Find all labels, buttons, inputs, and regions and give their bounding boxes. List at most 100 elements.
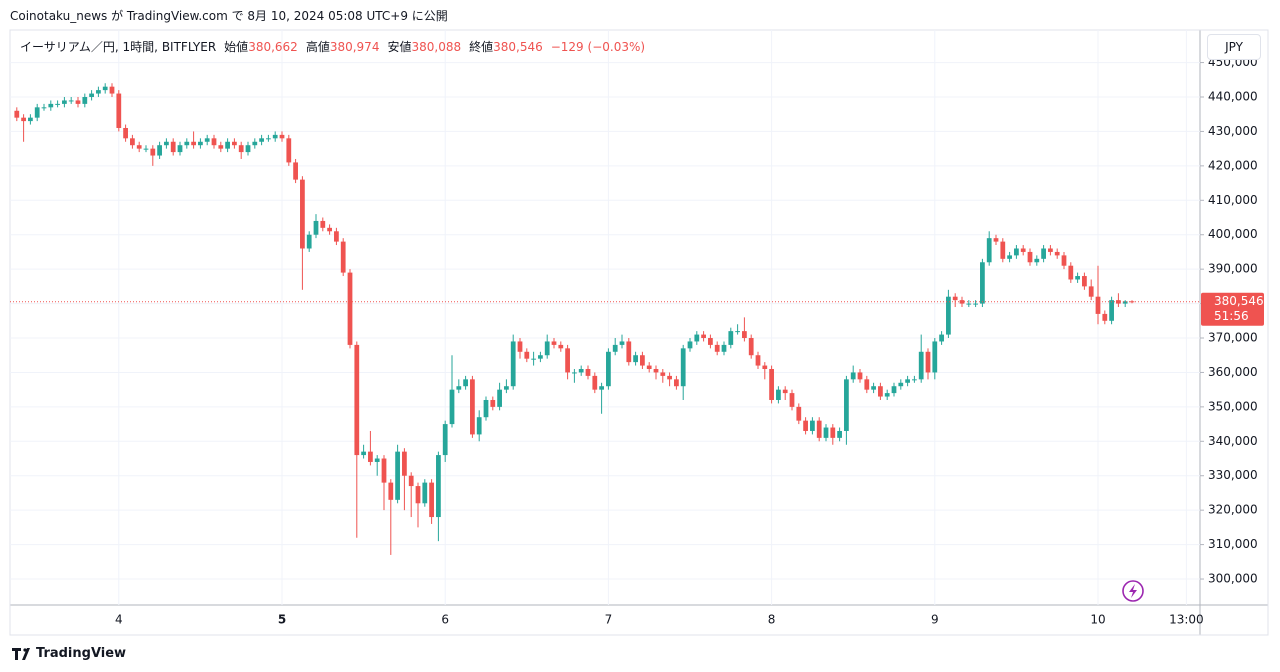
candle-body <box>402 451 407 476</box>
candle-body <box>544 341 550 356</box>
candle-body <box>837 430 842 438</box>
y-tick-label: 410,000 <box>1208 193 1258 207</box>
legend-label: 終値 <box>469 40 494 54</box>
candle-body <box>150 148 156 156</box>
candle-body <box>177 145 183 153</box>
x-tick-label: 9 <box>931 613 939 627</box>
candle-body <box>252 141 258 146</box>
candle-body <box>612 344 618 352</box>
y-tick-label: 390,000 <box>1208 262 1258 276</box>
candle-body <box>55 103 60 105</box>
candle-body <box>864 379 870 390</box>
candle-body <box>286 138 292 163</box>
candle-body <box>898 382 904 387</box>
y-tick-label: 320,000 <box>1208 503 1258 517</box>
candle-body <box>14 110 20 118</box>
candle-body <box>198 141 203 146</box>
candle-body <box>905 379 910 383</box>
candle-body <box>1014 248 1019 256</box>
candle-body <box>708 338 713 345</box>
legend-value: 380,662 <box>248 40 298 54</box>
plot-frame <box>9 29 1201 606</box>
candle-body <box>966 303 972 305</box>
price-tag <box>1201 292 1264 326</box>
candle-body <box>871 386 876 390</box>
legend-change: −129 (−0.03%) <box>550 40 646 54</box>
candle-body <box>497 389 502 407</box>
outer-frame <box>9 29 1269 636</box>
candle-body <box>1075 276 1080 280</box>
candle-body <box>449 389 455 425</box>
candle-body <box>694 334 700 342</box>
candle-body <box>565 348 570 373</box>
candle-body <box>136 145 142 149</box>
candle-body <box>912 379 917 381</box>
candle-body <box>1020 248 1026 252</box>
candle-body <box>347 272 353 345</box>
candle-body <box>293 162 298 180</box>
x-tick-label: 8 <box>768 613 776 627</box>
x-tick-label: 7 <box>605 613 613 627</box>
tradingview-logo <box>12 648 30 660</box>
candle-body <box>41 107 47 109</box>
candle-body <box>789 393 795 407</box>
candle-body <box>483 399 489 418</box>
candle-body <box>735 331 740 333</box>
candle-body <box>524 351 530 359</box>
candle-body <box>259 138 264 142</box>
candle-body <box>510 341 516 387</box>
candle-body <box>470 379 475 435</box>
y-tick-label: 330,000 <box>1208 468 1258 482</box>
candle-body <box>585 369 591 376</box>
candle-body <box>667 375 672 380</box>
candle-body <box>34 107 40 118</box>
candle-body <box>245 145 251 153</box>
candle-body <box>674 379 679 387</box>
candle-body <box>381 458 387 483</box>
candle-body <box>266 138 271 140</box>
candle-body <box>762 365 768 370</box>
candle-body <box>925 351 931 373</box>
candle-body <box>646 365 652 370</box>
candle-body <box>918 351 924 380</box>
candle-body <box>225 141 230 149</box>
y-tick-label: 420,000 <box>1208 158 1258 172</box>
candle-body <box>164 141 169 146</box>
currency-button[interactable]: JPY <box>1207 34 1261 60</box>
candle-body <box>300 179 305 249</box>
candle-body <box>884 393 890 397</box>
candle-body <box>184 141 190 146</box>
candle-body <box>1000 241 1006 259</box>
candle-body <box>463 379 468 387</box>
alert-icon[interactable] <box>1122 580 1144 602</box>
x-tick-label: 6 <box>441 613 449 627</box>
candle-body <box>422 482 428 504</box>
candle-body <box>374 458 380 462</box>
legend-symbol: イーサリアム／円, 1時間, BITFLYER <box>20 40 217 54</box>
candle-body <box>388 482 394 500</box>
candle-body <box>592 375 598 390</box>
candle-body <box>1088 286 1094 297</box>
candle-body <box>68 100 74 102</box>
candle-body <box>436 455 441 518</box>
candle-body <box>810 420 815 431</box>
candle-body <box>368 451 373 462</box>
candle-body <box>354 344 360 456</box>
x-tick-label: 5 <box>278 613 286 627</box>
y-tick-label: 300,000 <box>1208 572 1258 586</box>
candle-body <box>823 427 829 438</box>
price-tag-price: 380,546 <box>1214 294 1264 308</box>
legend-label: 高値 <box>305 40 330 54</box>
candle-body <box>123 127 128 139</box>
candle-body <box>211 138 217 146</box>
candle-body <box>816 420 822 438</box>
candle-body <box>429 482 434 518</box>
candle-body <box>191 141 196 146</box>
candle-body <box>415 486 421 504</box>
candle-body <box>89 93 94 98</box>
candle-body <box>232 141 237 146</box>
candle-body <box>952 296 958 301</box>
candle-body <box>109 86 115 94</box>
